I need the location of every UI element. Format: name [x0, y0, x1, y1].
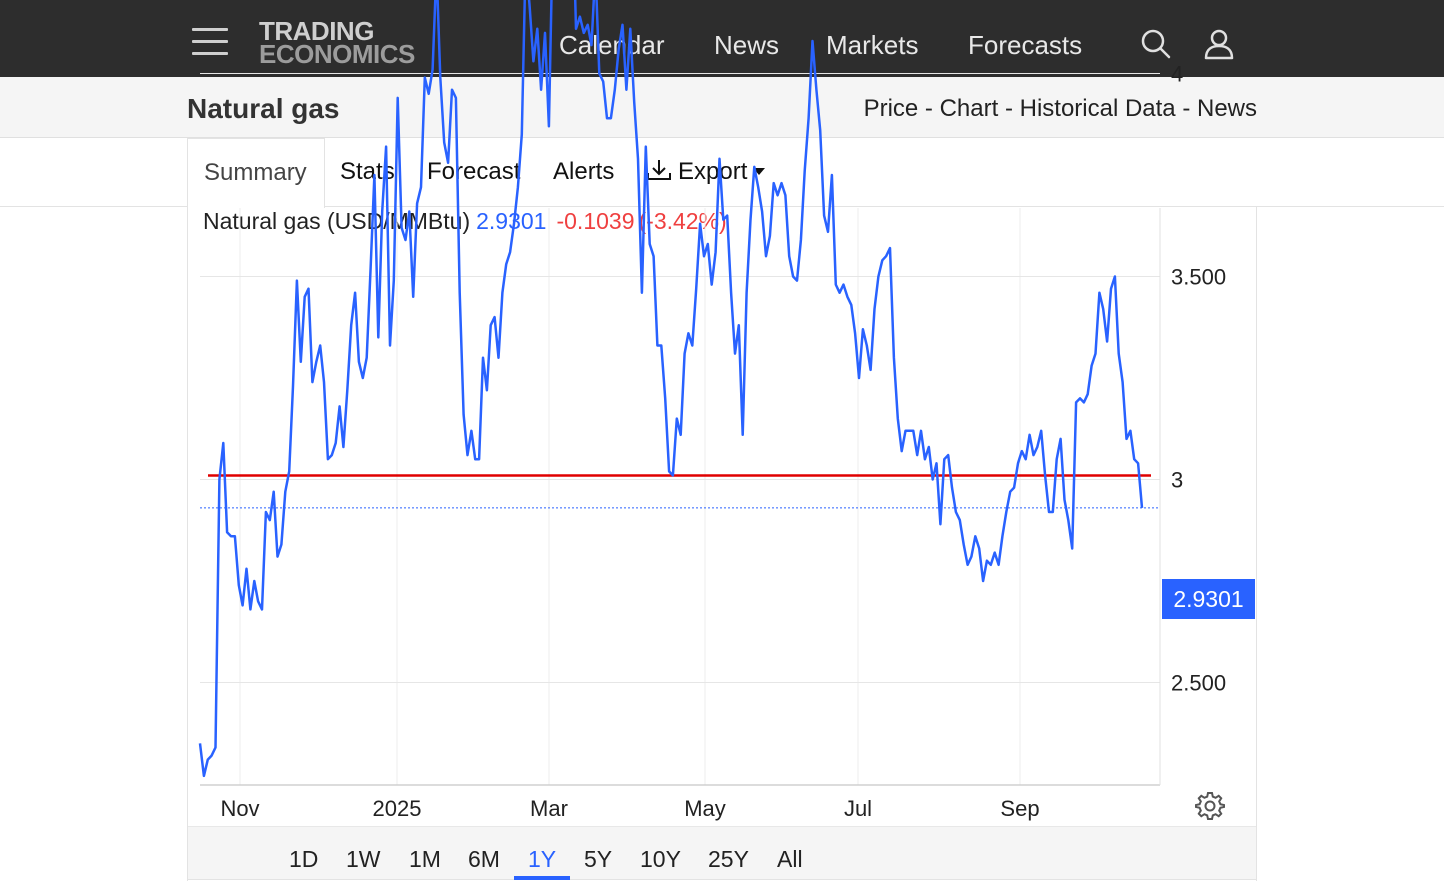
crumb-separator: - — [918, 95, 940, 122]
export-button[interactable]: Export — [646, 158, 766, 186]
range-10y[interactable]: 10Y — [640, 846, 681, 872]
search-icon[interactable] — [1140, 28, 1172, 60]
x-tick-label: 2025 — [373, 796, 422, 821]
page-header: Natural gas Price - Chart - Historical D… — [0, 77, 1444, 138]
range-1y[interactable]: 1Y — [528, 846, 557, 872]
range-all[interactable]: All — [777, 846, 803, 872]
range-1m[interactable]: 1M — [409, 846, 441, 872]
nav-forecasts[interactable]: Forecasts — [968, 30, 1083, 60]
tab-alerts[interactable]: Alerts — [553, 158, 615, 185]
chart-legend: Natural gas (USD/MMBtu) 2.9301 -0.1039 (-3.… — [203, 208, 727, 235]
menu-icon[interactable] — [190, 26, 230, 58]
crumb-price[interactable]: Price — [863, 95, 919, 122]
export-label: Export — [678, 158, 748, 185]
x-tick-label: Jul — [844, 796, 872, 821]
chart-panel — [187, 207, 1257, 881]
price-line — [198, 0, 1144, 778]
last-price-tag: 2.9301 — [1162, 579, 1255, 619]
y-tick-label: 3.500 — [1171, 265, 1226, 290]
x-tick-label: Mar — [530, 796, 568, 821]
y-tick-label: 2.500 — [1171, 671, 1226, 696]
user-icon[interactable] — [1203, 28, 1235, 60]
crumb-news[interactable]: News — [1196, 95, 1257, 122]
crumb-historical-data[interactable]: Historical Data — [1019, 95, 1176, 122]
tab-summary[interactable]: Summary — [187, 138, 325, 208]
site-logo[interactable]: TRADING ECONOMICS — [259, 16, 415, 69]
crumb-separator: - — [998, 95, 1020, 122]
logo-line-1: TRADING — [259, 16, 374, 46]
y-tick-label: 4 — [1171, 62, 1183, 87]
range-6m[interactable]: 6M — [468, 846, 500, 872]
legend-name: Natural gas (USD/MMBtu) — [203, 208, 471, 234]
gear-icon[interactable] — [1195, 791, 1225, 821]
page-title: Natural gas — [187, 93, 340, 124]
crumb-chart[interactable]: Chart — [939, 95, 999, 122]
tab-forecast[interactable]: Forecast — [427, 158, 521, 185]
nav-calendar[interactable]: Calendar — [559, 30, 665, 60]
tab-summary-label: Summary — [204, 159, 307, 186]
range-5y[interactable]: 5Y — [584, 846, 613, 872]
nav-markets[interactable]: Markets — [826, 30, 919, 60]
nav-news[interactable]: News — [714, 30, 780, 60]
caret-down-icon — [753, 168, 766, 175]
legend-change-percent: (-3.42%) — [638, 208, 727, 234]
x-tick-label: Sep — [1000, 796, 1039, 821]
breadcrumb: Price - Chart - Historical Data - News — [864, 95, 1257, 123]
range-25y[interactable]: 25Y — [708, 846, 749, 872]
y-tick-label: 3 — [1171, 468, 1183, 493]
legend-price: 2.9301 — [476, 208, 547, 234]
x-tick-label: Nov — [220, 796, 259, 821]
range-1d[interactable]: 1D — [289, 846, 319, 872]
active-range-indicator — [514, 876, 570, 880]
crumb-separator: - — [1175, 95, 1197, 122]
time-range-selector: 1D 1W 1M 6M 1Y 5Y 10Y 25Y All — [188, 826, 1256, 880]
logo-line-2: ECONOMICS — [259, 39, 415, 69]
legend-change: -0.1039 — [556, 208, 635, 234]
x-tick-label: May — [684, 796, 726, 821]
range-1w[interactable]: 1W — [346, 846, 381, 872]
top-navigation-bar: TRADING ECONOMICS Calendar News Markets … — [0, 0, 1444, 77]
